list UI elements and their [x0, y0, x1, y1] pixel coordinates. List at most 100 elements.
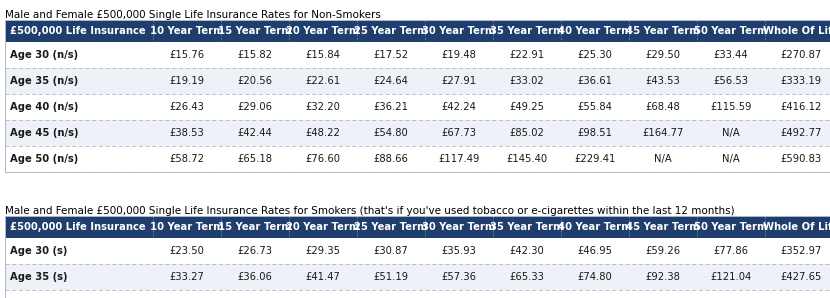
Bar — [5, 216, 830, 238]
Text: Age 30 (n/s): Age 30 (n/s) — [10, 50, 78, 60]
Text: £27.91: £27.91 — [442, 76, 476, 86]
Bar — [5, 264, 153, 290]
Text: £54.80: £54.80 — [374, 128, 408, 138]
Bar — [697, 20, 765, 42]
Text: 25 Year Term: 25 Year Term — [354, 26, 427, 36]
Text: £33.44: £33.44 — [714, 50, 749, 60]
Text: £352.97: £352.97 — [780, 246, 822, 256]
Text: £23.50: £23.50 — [169, 246, 204, 256]
Bar — [289, 94, 357, 120]
Text: £33.02: £33.02 — [510, 76, 544, 86]
Text: £76.60: £76.60 — [305, 154, 340, 164]
Text: £427.65: £427.65 — [780, 272, 822, 282]
Bar — [697, 68, 765, 94]
Text: 30 Year Term: 30 Year Term — [422, 222, 496, 232]
Text: £32.20: £32.20 — [305, 102, 340, 112]
Bar — [5, 68, 153, 94]
Text: £30.87: £30.87 — [374, 246, 408, 256]
Text: £145.40: £145.40 — [506, 154, 548, 164]
Bar — [153, 20, 221, 42]
Bar — [697, 264, 765, 290]
Bar — [425, 94, 493, 120]
Bar — [425, 20, 493, 42]
Text: Age 35 (n/s): Age 35 (n/s) — [10, 76, 78, 86]
Text: £42.30: £42.30 — [510, 246, 544, 256]
Text: £20.56: £20.56 — [237, 76, 272, 86]
Text: 15 Year Term: 15 Year Term — [218, 26, 292, 36]
Bar — [357, 238, 425, 264]
Bar — [561, 94, 629, 120]
Bar — [5, 42, 153, 68]
Bar — [357, 20, 425, 42]
Text: £43.53: £43.53 — [646, 76, 681, 86]
Text: 10 Year Term: 10 Year Term — [150, 26, 224, 36]
Bar — [493, 146, 561, 172]
Bar — [153, 146, 221, 172]
Bar — [357, 216, 425, 238]
Text: £36.06: £36.06 — [237, 272, 272, 282]
Bar — [493, 238, 561, 264]
Bar — [425, 68, 493, 94]
Bar — [357, 264, 425, 290]
Bar — [493, 94, 561, 120]
Bar — [357, 42, 425, 68]
Bar — [493, 68, 561, 94]
Text: £17.52: £17.52 — [374, 50, 408, 60]
Text: 35 Year Term: 35 Year Term — [491, 26, 564, 36]
Bar — [289, 20, 357, 42]
Text: Age 30 (s): Age 30 (s) — [10, 246, 67, 256]
Text: £29.35: £29.35 — [305, 246, 340, 256]
Bar — [561, 42, 629, 68]
Text: £492.77: £492.77 — [780, 128, 822, 138]
Bar — [561, 120, 629, 146]
Text: 20 Year Term: 20 Year Term — [286, 26, 359, 36]
Bar — [425, 264, 493, 290]
Bar — [561, 264, 629, 290]
Text: £19.48: £19.48 — [442, 50, 476, 60]
Text: £42.24: £42.24 — [442, 102, 476, 112]
Bar — [697, 216, 765, 238]
Text: £65.18: £65.18 — [237, 154, 272, 164]
Text: £229.41: £229.41 — [574, 154, 616, 164]
Text: 45 Year Term: 45 Year Term — [626, 222, 700, 232]
Text: 35 Year Term: 35 Year Term — [491, 222, 564, 232]
Text: £15.82: £15.82 — [237, 50, 272, 60]
Bar — [561, 290, 629, 298]
Bar — [221, 264, 289, 290]
Text: 50 Year Term: 50 Year Term — [694, 222, 768, 232]
Text: 25 Year Term: 25 Year Term — [354, 222, 427, 232]
Bar — [629, 20, 697, 42]
Bar — [493, 290, 561, 298]
Text: £49.25: £49.25 — [510, 102, 544, 112]
Bar — [289, 68, 357, 94]
Text: N/A: N/A — [722, 128, 740, 138]
Text: £164.77: £164.77 — [642, 128, 684, 138]
Bar — [5, 216, 830, 298]
Text: N/A: N/A — [654, 154, 671, 164]
Bar — [153, 290, 221, 298]
Bar — [629, 146, 697, 172]
Text: £67.73: £67.73 — [442, 128, 476, 138]
Bar — [493, 20, 561, 42]
Text: £121.04: £121.04 — [710, 272, 752, 282]
Bar — [221, 290, 289, 298]
Text: £88.66: £88.66 — [374, 154, 408, 164]
Text: £500,000 Life Insurance: £500,000 Life Insurance — [10, 26, 145, 36]
Bar — [357, 94, 425, 120]
Bar — [697, 94, 765, 120]
Text: £333.19: £333.19 — [780, 76, 822, 86]
Bar — [561, 238, 629, 264]
Text: £57.36: £57.36 — [442, 272, 476, 282]
Text: £46.95: £46.95 — [578, 246, 613, 256]
Text: £26.43: £26.43 — [169, 102, 204, 112]
Text: £15.76: £15.76 — [169, 50, 204, 60]
Text: N/A: N/A — [722, 154, 740, 164]
Bar — [765, 42, 830, 68]
Bar — [5, 146, 153, 172]
Text: £15.84: £15.84 — [305, 50, 340, 60]
Bar — [153, 68, 221, 94]
Bar — [765, 94, 830, 120]
Text: £22.91: £22.91 — [510, 50, 544, 60]
Bar — [5, 290, 153, 298]
Bar — [289, 146, 357, 172]
